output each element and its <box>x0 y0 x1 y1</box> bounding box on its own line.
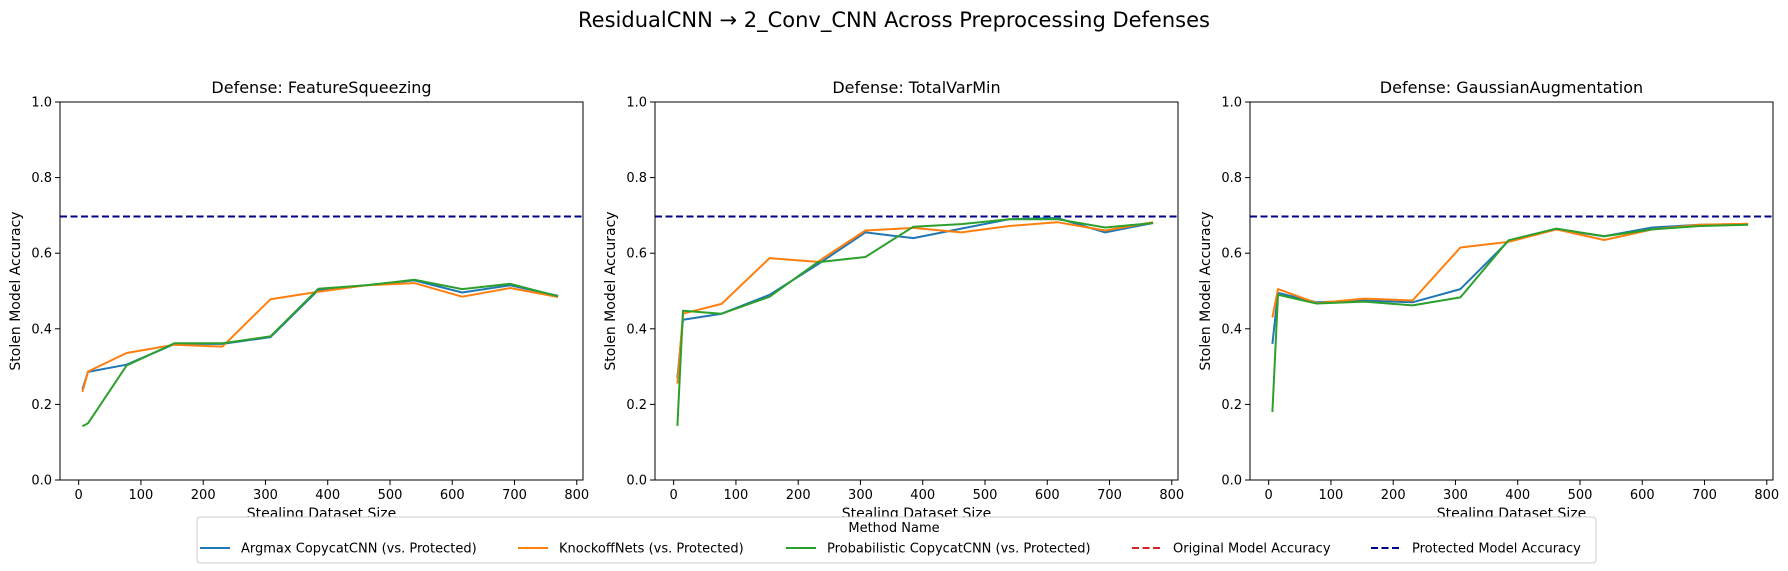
x-tick-label: 300 <box>848 488 873 503</box>
plot-frame <box>654 101 1179 481</box>
legend-label: Argmax CopycatCNN (vs. Protected) <box>241 542 477 557</box>
chart-title: Defense: FeatureSqueezing <box>211 78 431 97</box>
series-line-2 <box>676 221 1154 384</box>
y-tick-label: 0.6 <box>626 247 647 262</box>
x-tick-label: 500 <box>1568 488 1593 503</box>
series-line-2 <box>81 282 559 393</box>
x-tick-label: 100 <box>1319 488 1344 503</box>
x-tick-label: 600 <box>1630 488 1655 503</box>
x-tick-label: 300 <box>253 488 278 503</box>
legend-label: Protected Model Accuracy <box>1412 542 1581 557</box>
x-tick-label: 500 <box>973 488 998 503</box>
x-tick-label: 800 <box>1754 488 1779 503</box>
x-tick-label: 400 <box>1505 488 1530 503</box>
x-tick-label: 300 <box>1443 488 1468 503</box>
y-tick-label: 0.0 <box>626 474 647 489</box>
plot-area <box>655 215 1178 426</box>
y-tick-label: 0.6 <box>31 247 52 262</box>
series-line-3 <box>1271 223 1749 413</box>
x-tick-label: 100 <box>724 488 749 503</box>
y-tick-label: 0.0 <box>1221 474 1242 489</box>
x-tick-label: 700 <box>502 488 527 503</box>
x-tick-label: 0 <box>75 488 83 503</box>
x-tick-label: 100 <box>129 488 154 503</box>
plot-frame <box>59 101 584 481</box>
series-line-3 <box>81 278 559 428</box>
y-axis-label: Stolen Model Accuracy <box>603 211 619 370</box>
y-tick-label: 0.4 <box>31 322 52 337</box>
legend-label: Original Model Accuracy <box>1173 542 1331 557</box>
x-tick-label: 700 <box>1692 488 1717 503</box>
y-tick-label: 0.4 <box>1221 322 1242 337</box>
legend-box <box>196 516 1597 564</box>
legend-label: Probabilistic CopycatCNN (vs. Protected) <box>827 542 1091 557</box>
plot-area <box>60 215 583 428</box>
chart-panel-1: Defense: FeatureSqueezing 0 100 200 300 400 50… <box>8 78 589 522</box>
y-tick-label: 0.8 <box>1221 171 1242 186</box>
y-tick-label: 0.8 <box>31 171 52 186</box>
figure-title: ResidualCNN → 2_Conv_CNN Across Preproce… <box>578 8 1210 33</box>
chart-panels: Defense: FeatureSqueezing 0 100 200 300 400 50… <box>8 78 1779 522</box>
x-tick-label: 600 <box>1035 488 1060 503</box>
x-tick-label: 0 <box>1265 488 1273 503</box>
y-tick-label: 1.0 <box>626 96 647 111</box>
x-tick-label: 400 <box>315 488 340 503</box>
chart-panel-2: Defense: TotalVarMin 0 100 200 300 400 500 600 7… <box>603 78 1184 522</box>
y-axis-label: Stolen Model Accuracy <box>8 211 24 370</box>
chart-panel-3: Defense: GaussianAugmentation 0 100 200 300 4… <box>1198 78 1779 522</box>
x-tick-label: 200 <box>786 488 811 503</box>
x-tick-label: 0 <box>670 488 678 503</box>
chart-title: Defense: TotalVarMin <box>832 78 1000 97</box>
legend-label: KnockoffNets (vs. Protected) <box>559 542 744 557</box>
y-tick-label: 0.6 <box>1221 247 1242 262</box>
y-tick-label: 0.8 <box>626 171 647 186</box>
x-tick-label: 500 <box>378 488 403 503</box>
y-tick-label: 0.2 <box>1221 398 1242 413</box>
plot-frame <box>1249 101 1774 481</box>
y-tick-label: 0.0 <box>31 474 52 489</box>
y-tick-label: 0.4 <box>626 322 647 337</box>
x-tick-label: 800 <box>564 488 589 503</box>
series-line-1 <box>676 217 1154 378</box>
legend: Method Name Argmax CopycatCNN (vs. Protec… <box>196 516 1597 564</box>
y-tick-label: 1.0 <box>31 96 52 111</box>
x-tick-label: 400 <box>910 488 935 503</box>
x-tick-label: 200 <box>191 488 216 503</box>
y-tick-label: 0.2 <box>626 398 647 413</box>
x-tick-label: 800 <box>1159 488 1184 503</box>
plot-area <box>1250 215 1773 413</box>
chart-title: Defense: GaussianAugmentation <box>1380 78 1643 97</box>
y-axis-label: Stolen Model Accuracy <box>1198 211 1214 370</box>
x-tick-label: 700 <box>1097 488 1122 503</box>
series-line-3 <box>676 218 1154 426</box>
x-tick-label: 200 <box>1381 488 1406 503</box>
series-line-2 <box>1271 222 1749 318</box>
y-tick-label: 1.0 <box>1221 96 1242 111</box>
y-tick-label: 0.2 <box>31 398 52 413</box>
x-tick-label: 600 <box>440 488 465 503</box>
legend-title: Method Name <box>848 521 939 536</box>
series-line-1 <box>81 279 559 390</box>
